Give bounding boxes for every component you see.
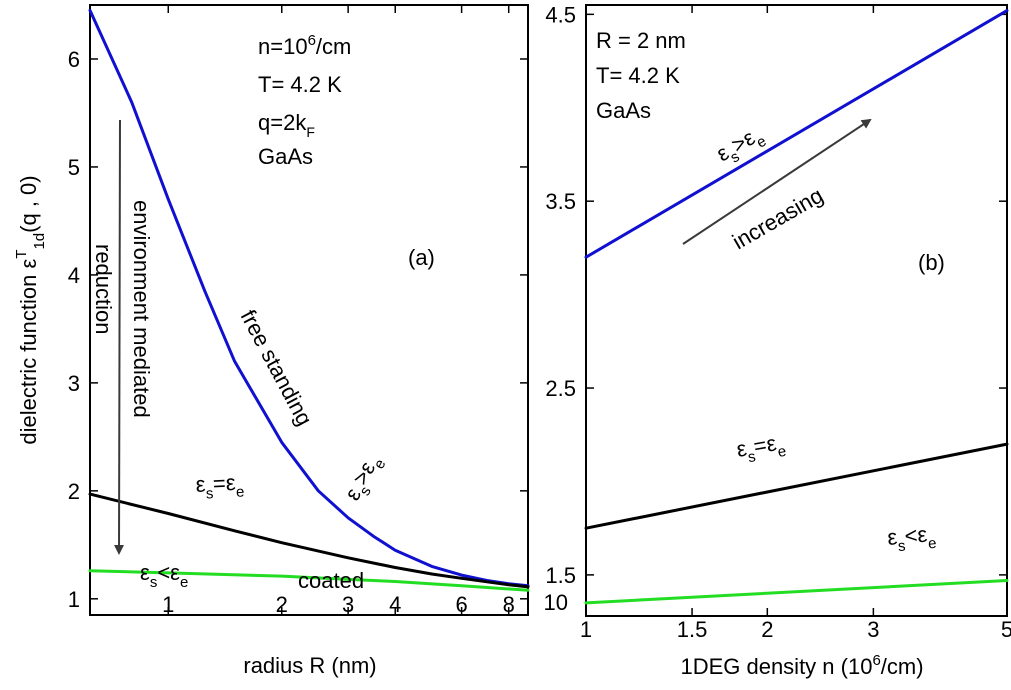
panel-a-curves xyxy=(88,8,530,592)
panel-a-xlabel: radius R (nm) xyxy=(243,653,376,678)
panel-b-series-1 xyxy=(584,442,1009,530)
panel-a-free-standing-label: free standing xyxy=(236,306,318,430)
panel-a-ytick-label: 2 xyxy=(68,479,80,504)
panel-a-frame xyxy=(89,4,529,616)
panel-b-xtick-label: 2 xyxy=(761,617,773,642)
panel-b-xtick-label: 3 xyxy=(867,617,879,642)
panel-b-label: (b) xyxy=(918,250,945,275)
panel-a-xtick-label: 6 xyxy=(455,592,467,617)
panel-a-ytick-label: 3 xyxy=(68,371,80,396)
panel-b-es-gt-ee-label: εs>εe xyxy=(712,121,769,172)
panel-b-increasing-label: increasing xyxy=(728,183,827,255)
panel-b-increasing-arrow xyxy=(682,118,872,245)
panel-b-es-lt-ee-label: εs<εe xyxy=(886,521,937,556)
panel-a-ytick-label: 1 xyxy=(68,587,80,612)
panel-b-xtick-label: 1 xyxy=(580,617,592,642)
panel-a-series-1 xyxy=(88,492,530,589)
panel-a-es-eq-ee-label: εs=εe xyxy=(195,469,245,502)
panel-a-param-n: n=106/cm xyxy=(258,32,351,59)
panel-a: 1 2 3 4 6 8 1 2 3 4 5 6 dielectric function εT1d(q … xyxy=(13,4,530,678)
panel-b-param-material: GaAs xyxy=(596,98,651,123)
panel-a-ticks: 1 2 3 4 6 8 1 2 3 4 5 6 xyxy=(68,5,528,617)
panel-a-series-2 xyxy=(88,569,530,592)
panel-b-extra-ytick-label: 10 xyxy=(544,590,568,615)
panel-a-ytick-label: 4 xyxy=(68,263,80,288)
panel-a-param-material: GaAs xyxy=(258,144,313,169)
panel-a-xtick-label: 3 xyxy=(342,592,354,617)
panel-b-xtick-label: 5 xyxy=(1001,617,1011,642)
panel-a-reduction-arrow xyxy=(114,119,125,555)
panel-b-ytick-label: 1.5 xyxy=(545,563,576,588)
panel-a-es-lt-ee-label: εs<εe xyxy=(140,560,188,591)
panel-b-xlabel: 1DEG density n (106/cm) xyxy=(680,652,923,679)
panel-a-environment-mediated-label: environment mediated xyxy=(129,200,154,418)
panel-b-es-eq-ee-label: εs=εe xyxy=(735,429,788,468)
panel-a-es-gt-ee-label: εs>εe xyxy=(339,450,389,507)
panel-b-series-2 xyxy=(584,579,1009,605)
panel-b-ytick-label: 2.5 xyxy=(545,376,576,401)
panel-b-ytick-label: 4.5 xyxy=(545,2,576,27)
panel-a-xtick-label: 8 xyxy=(503,592,515,617)
panel-b-frame xyxy=(585,4,1008,617)
panel-b-param-T: T= 4.2 K xyxy=(596,63,680,88)
panel-a-ylabel: dielectric function εT1d(q , 0) xyxy=(13,175,48,444)
panel-a-label: (a) xyxy=(408,245,435,270)
panel-a-ytick-label: 6 xyxy=(68,47,80,72)
panel-a-xtick-label: 2 xyxy=(276,592,288,617)
panel-b-curves xyxy=(584,9,1009,605)
panel-a-xtick-label: 1 xyxy=(162,592,174,617)
panel-a-ytick-label: 5 xyxy=(68,155,80,180)
panel-b-param-R: R = 2 nm xyxy=(596,28,686,53)
panel-b-ytick-label: 3.5 xyxy=(545,189,576,214)
panel-a-series-0 xyxy=(88,8,530,588)
panel-a-param-q: q=2kF xyxy=(258,110,315,140)
panel-a-reduction-label: reduction xyxy=(91,244,116,335)
panel-b: 1 1.5 2 3 5 1.5 2.5 3.5 4.5 10 1DEG density n (1… xyxy=(544,2,1011,679)
panel-b-xtick-label: 1.5 xyxy=(677,617,708,642)
panel-b-ticks: 1 1.5 2 3 5 1.5 2.5 3.5 4.5 xyxy=(545,2,1011,642)
panel-a-xtick-label: 4 xyxy=(389,592,401,617)
panel-a-param-T: T= 4.2 K xyxy=(258,72,342,97)
panel-a-coated-label: coated xyxy=(298,568,364,593)
panel-b-series-0 xyxy=(584,9,1009,259)
